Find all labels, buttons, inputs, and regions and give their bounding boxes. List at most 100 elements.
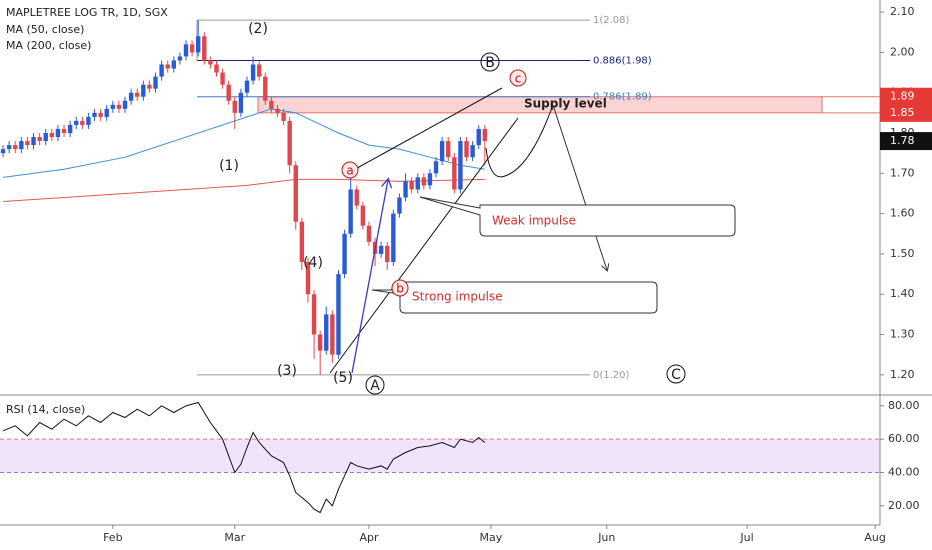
wave-circle — [509, 69, 527, 87]
callout-box — [371, 281, 658, 314]
candle-body — [25, 141, 30, 146]
candle-body — [80, 120, 85, 125]
y-tick-label: 1.50 — [890, 247, 915, 260]
y-tick-label: 2.00 — [890, 45, 915, 58]
price-tag-label: 1.89 — [890, 90, 915, 103]
rsi-tick-label: 60.00 — [888, 432, 920, 445]
candle-body — [366, 225, 372, 242]
wave-label: C — [671, 367, 681, 383]
candle-body — [415, 177, 420, 190]
x-tick-label: May — [480, 531, 503, 544]
drawings: Supply level Weak impulse Strong impulse… — [219, 21, 736, 395]
wave-circle — [341, 161, 359, 179]
price-tag-label: 1.85 — [890, 106, 915, 119]
candle-body — [324, 314, 329, 351]
y-tick-label: 1.40 — [890, 287, 915, 300]
rsi-legend: RSI (14, close) — [6, 403, 85, 416]
chart-title: MAPLETREE LOG TR, 1D, SGX — [6, 6, 168, 19]
wave-circle — [480, 52, 500, 72]
supply-zone-end — [821, 96, 880, 114]
candle-body — [348, 189, 353, 234]
wave-label: (3) — [277, 363, 297, 379]
candle-body — [214, 64, 219, 73]
candle-body — [378, 245, 384, 254]
fib-label: 0.786(1.89) — [593, 92, 652, 103]
callout-text: Strong impulse — [412, 290, 503, 304]
candle-body — [336, 274, 341, 355]
wave-label: (5) — [333, 370, 353, 386]
candle-body — [244, 80, 250, 93]
candle-body — [482, 128, 488, 142]
candle-body — [433, 161, 439, 174]
candle-body — [177, 56, 183, 61]
fib-label: 1(2.08) — [593, 15, 630, 26]
y-tick-label: 1.60 — [890, 207, 915, 220]
wave-label: a — [346, 164, 353, 178]
rsi-band — [0, 439, 880, 473]
price-tag — [880, 87, 932, 106]
candle-body — [110, 104, 116, 109]
impulse-arrow — [351, 180, 388, 374]
trend-line — [329, 117, 519, 374]
wave-circle — [391, 279, 409, 297]
rsi-line — [2, 401, 486, 514]
candle-body — [299, 221, 305, 262]
candle-body — [311, 294, 317, 335]
date-labels: Feb Mar Apr May Jun Jul Aug — [103, 531, 885, 544]
candle-body — [141, 84, 146, 97]
rsi-tick-label: 40.00 — [888, 466, 920, 479]
candle-body — [202, 36, 207, 61]
x-tick-label: Apr — [359, 531, 379, 544]
candle-body — [287, 120, 292, 166]
candle-body — [171, 60, 177, 69]
candle-body — [0, 149, 6, 154]
candle-body — [189, 44, 195, 53]
candle-body — [281, 112, 286, 121]
candle-body — [263, 76, 268, 101]
wave-label: c — [515, 72, 522, 86]
wave-label: B — [485, 55, 495, 71]
candle-body — [439, 141, 445, 162]
x-tick-label: Jun — [597, 531, 615, 544]
wave-label: (1) — [219, 158, 239, 174]
candle-body — [122, 100, 128, 109]
y-tick-label: 1.30 — [890, 328, 915, 341]
candle-body — [391, 213, 396, 262]
candle-body — [31, 137, 36, 146]
candle-body — [446, 141, 451, 158]
candle-body — [317, 334, 323, 351]
rsi-tick-label: 80.00 — [888, 399, 920, 412]
candle-body — [153, 76, 158, 89]
price-tag — [880, 103, 932, 122]
candle-body — [220, 72, 225, 85]
candle-body — [116, 104, 122, 109]
candle-body — [421, 177, 427, 186]
legend-entry: MA (200, close) — [6, 39, 91, 52]
candle-body — [98, 112, 103, 117]
trend-line — [349, 87, 503, 173]
callout-box — [419, 196, 736, 237]
candle-body — [55, 128, 61, 138]
candle-body — [183, 44, 189, 57]
candle-body — [104, 108, 109, 117]
price-pane: 1(2.08) 0.886(1.98) 0.786(1.89) 0(1.20) — [0, 15, 880, 381]
wave-label: A — [370, 378, 380, 394]
candle-body — [464, 141, 469, 158]
candle-body — [238, 92, 244, 113]
candle-body — [385, 245, 390, 262]
y-tick-label: 1.70 — [890, 166, 915, 179]
candle-body — [330, 314, 335, 355]
candle-body — [49, 133, 55, 138]
candle-body — [159, 64, 164, 77]
rsi-tick-label: 20.00 — [888, 499, 920, 512]
candle-body — [135, 92, 140, 97]
candle-body — [256, 64, 262, 77]
candle-body — [19, 141, 24, 150]
candle-body — [360, 205, 366, 226]
wave-circle — [666, 364, 686, 384]
y-tick-label: 1.20 — [890, 368, 915, 381]
candle-body — [403, 181, 408, 198]
candle-body — [195, 36, 201, 53]
x-tick-label: Feb — [103, 531, 122, 544]
x-tick-label: Mar — [224, 531, 245, 544]
